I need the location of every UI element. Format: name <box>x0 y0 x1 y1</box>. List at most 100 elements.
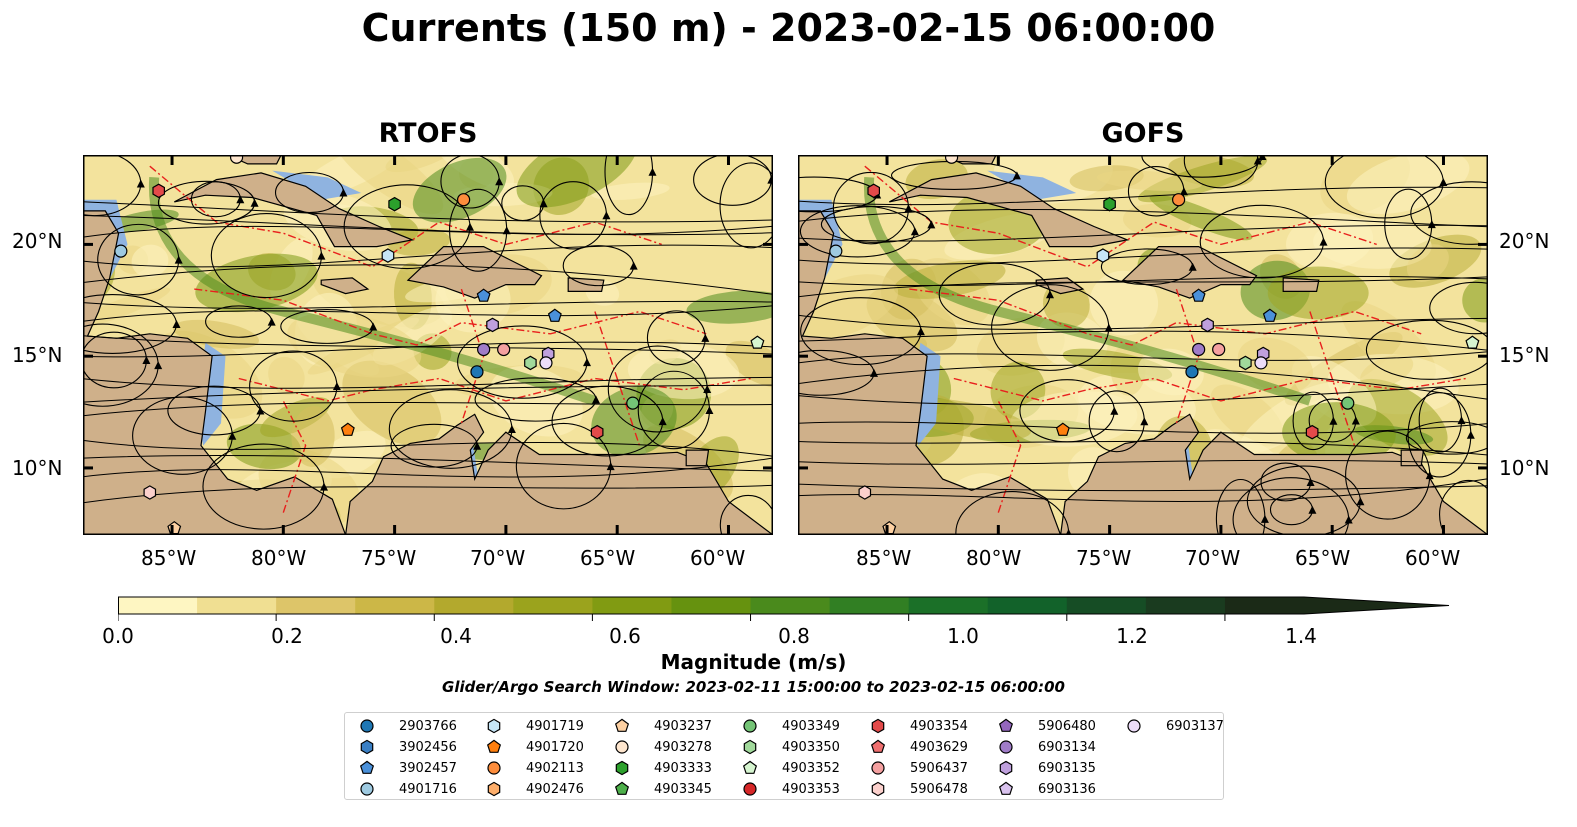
eez-boundary <box>864 165 1377 268</box>
colorbar-segment <box>118 597 198 614</box>
streamline <box>798 364 1488 400</box>
lon-label: 70°W <box>1185 546 1241 570</box>
legend-item: 4903354 <box>870 716 968 736</box>
colorbar-tick: 1.4 <box>1285 624 1317 648</box>
legend-label: 4903349 <box>782 718 840 734</box>
lon-label: 80°W <box>966 546 1022 570</box>
lat-label: 10°N <box>1499 456 1550 480</box>
legend-label: 4903352 <box>782 760 840 776</box>
legend-marker <box>871 718 885 734</box>
float-marker <box>457 193 471 207</box>
eez-boundary <box>594 311 641 446</box>
legend-marker-icon <box>998 718 1014 732</box>
legend-marker <box>615 740 629 754</box>
streamline-arrow <box>1110 406 1119 415</box>
legend-marker-icon <box>870 739 886 753</box>
streamline <box>1439 479 1488 535</box>
magnitude-patch <box>686 290 773 324</box>
streamline-arrow <box>339 188 348 197</box>
magnitude-patch <box>516 155 638 208</box>
land <box>685 449 710 467</box>
colorbar-segment <box>671 597 752 614</box>
legend-label: 4903353 <box>782 781 840 797</box>
legend-label: 4902476 <box>526 781 584 797</box>
legend-item: 4903350 <box>742 737 840 757</box>
shallow-water <box>987 170 1077 200</box>
legend-item: 4902476 <box>486 779 584 799</box>
land <box>1400 449 1425 467</box>
magnitude-patch <box>287 312 422 378</box>
lon-label: 75°W <box>1076 546 1132 570</box>
streamline-arrow <box>658 417 667 426</box>
float-marker <box>547 308 562 322</box>
float-marker <box>1341 396 1355 410</box>
legend-label: 4903354 <box>910 718 968 734</box>
legend-marker-icon <box>487 781 501 797</box>
streamline <box>798 209 1488 228</box>
streamline-arrow <box>473 441 482 450</box>
legend-item: 6903137 <box>1126 716 1224 736</box>
colorbar-tick: 0.2 <box>271 624 303 648</box>
streamline-arrow <box>1351 416 1360 425</box>
streamline-arrow <box>136 179 145 188</box>
streamline-arrow <box>466 222 474 231</box>
streamline <box>83 305 773 322</box>
legend-label: 4903629 <box>910 739 968 755</box>
legend-marker-icon <box>360 739 374 755</box>
streamline <box>83 454 773 472</box>
lat-label: 20°N <box>1499 229 1550 253</box>
colorbar-tick: 0.6 <box>609 624 641 648</box>
colorbar-segment <box>355 597 435 614</box>
legend-marker <box>998 781 1014 795</box>
streamline-arrow <box>1179 187 1188 196</box>
legend-marker <box>614 718 630 732</box>
colorbar-segment <box>829 597 910 614</box>
streamline-arrow <box>250 198 259 207</box>
legend-item: 4903352 <box>742 758 840 778</box>
magnitude-patch <box>331 155 444 215</box>
streamline-arrow <box>236 195 245 204</box>
colorbar-tick: 1.2 <box>1116 624 1148 648</box>
legend-label: 4903350 <box>782 739 840 755</box>
float-marker <box>229 155 244 164</box>
legend-marker <box>487 718 501 734</box>
colorbar-segment <box>1224 597 1305 614</box>
legend-item: 6903135 <box>998 758 1096 778</box>
streamline-arrow <box>1260 514 1269 523</box>
float-marker <box>1192 342 1206 357</box>
streamline <box>83 201 773 223</box>
legend-item: 3902457 <box>359 758 457 778</box>
legend-marker-icon <box>1127 719 1141 733</box>
legend-item: 4903629 <box>870 737 968 757</box>
legend-item: 5906480 <box>998 716 1096 736</box>
legend-marker <box>359 760 375 774</box>
lat-label: 15°N <box>1499 343 1550 367</box>
magnitude-patch <box>1089 270 1159 336</box>
streamline <box>83 384 773 403</box>
eez-boundary <box>149 165 662 268</box>
streamline <box>1429 281 1488 335</box>
streamline-arrow <box>507 425 516 433</box>
streamline-arrow <box>583 358 591 367</box>
legend-marker-icon <box>742 760 758 774</box>
streamline <box>83 264 773 295</box>
legend-item: 4902113 <box>486 758 584 778</box>
legend-label: 5906480 <box>1038 718 1096 734</box>
colorbar-tick: 0.8 <box>778 624 810 648</box>
float-marker <box>524 355 537 371</box>
streamline <box>798 478 1488 502</box>
float-marker <box>1185 365 1199 379</box>
magnitude-patch <box>1149 194 1253 241</box>
streamline <box>798 314 1488 330</box>
legend-label: 4903237 <box>654 718 712 734</box>
streamline-arrow <box>1188 262 1197 271</box>
float-marker <box>486 317 499 333</box>
float-marker <box>476 288 491 302</box>
streamline <box>798 247 1488 265</box>
streamline-arrow <box>228 431 237 440</box>
land <box>798 155 1062 535</box>
land <box>83 155 347 535</box>
streamline-arrow <box>1329 416 1338 425</box>
legend-marker-icon <box>871 781 885 797</box>
magnitude-patch <box>893 260 1006 299</box>
